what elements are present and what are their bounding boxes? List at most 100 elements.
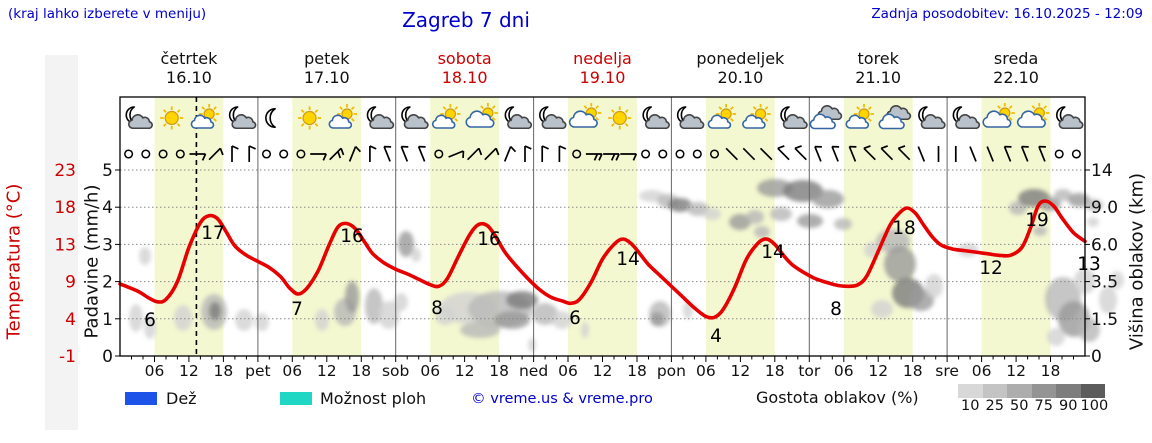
svg-text:06: 06 bbox=[145, 362, 165, 380]
svg-text:12: 12 bbox=[593, 362, 613, 380]
svg-text:sob: sob bbox=[382, 362, 409, 380]
cloud-scale-segment bbox=[1080, 384, 1105, 398]
cloud-density-scale: 10 25 50 75 90 100 bbox=[958, 384, 1109, 414]
svg-text:16: 16 bbox=[477, 229, 501, 250]
weather-icon-sun-cloud bbox=[190, 104, 220, 129]
svg-text:16: 16 bbox=[340, 226, 364, 247]
menu-hint-text: (kraj lahko izberete v meniju) bbox=[8, 6, 207, 22]
svg-text:6.0: 6.0 bbox=[1091, 235, 1118, 255]
weather-icon-clouds bbox=[878, 105, 912, 130]
svg-text:14: 14 bbox=[1091, 161, 1113, 181]
day-name: četrtek bbox=[160, 49, 218, 68]
svg-text:0: 0 bbox=[1091, 347, 1102, 367]
weather-icon-sun-cloud bbox=[845, 104, 874, 129]
svg-text:19: 19 bbox=[1025, 210, 1049, 231]
day-name: ponedeljek bbox=[696, 49, 785, 68]
svg-text:06: 06 bbox=[282, 362, 302, 380]
cloud-scale-value: 100 bbox=[1080, 398, 1109, 414]
svg-text:1.5: 1.5 bbox=[1091, 310, 1118, 330]
svg-text:12: 12 bbox=[179, 362, 199, 380]
cloud-scale-value: 10 bbox=[961, 398, 980, 414]
svg-text:18: 18 bbox=[1041, 362, 1061, 380]
svg-text:8: 8 bbox=[830, 299, 842, 320]
svg-text:4: 4 bbox=[710, 326, 722, 347]
bottom-axis-labels: 06 12 18 pet 06 12 18 sob 06 12 18 ned 06 12 18 pon 06 12… bbox=[145, 362, 1061, 380]
svg-text:18: 18 bbox=[214, 362, 234, 380]
weather-icon-cloud-sun bbox=[982, 103, 1015, 128]
svg-text:12: 12 bbox=[1006, 362, 1026, 380]
credit-link[interactable]: © vreme.us & vreme.pro bbox=[471, 391, 653, 407]
svg-text:1: 1 bbox=[102, 310, 113, 330]
weather-icon-sun bbox=[298, 106, 322, 130]
cloud-height-axis-title: Višina oblakov (km) bbox=[1126, 172, 1148, 351]
svg-text:06: 06 bbox=[834, 362, 854, 380]
weather-icon-cloud-sun bbox=[568, 103, 602, 128]
svg-text:18: 18 bbox=[351, 362, 371, 380]
day-name: sobota bbox=[437, 49, 492, 68]
day-name: nedelja bbox=[573, 49, 632, 68]
svg-text:06: 06 bbox=[696, 362, 716, 380]
weather-icon-cloud-sun bbox=[1016, 103, 1050, 128]
cloud-scale-value: 90 bbox=[1059, 398, 1078, 414]
day-header: ponedeljek 20.10 bbox=[696, 49, 785, 87]
day-header: sreda 22.10 bbox=[993, 49, 1039, 87]
weather-icon-moon-cloud bbox=[401, 106, 429, 130]
svg-text:pet: pet bbox=[245, 362, 270, 380]
weather-icon-moon-cloud bbox=[125, 106, 153, 130]
svg-text:18: 18 bbox=[54, 198, 76, 218]
svg-text:3: 3 bbox=[102, 235, 113, 255]
weather-icon-sun-cloud bbox=[707, 104, 737, 129]
weather-icon-moon-cloud bbox=[1056, 106, 1084, 130]
temp-axis-title: Temperatura (°C) bbox=[3, 183, 25, 340]
weather-icon-sun bbox=[160, 106, 184, 130]
svg-text:06: 06 bbox=[558, 362, 578, 380]
weather-icon-moon-cloud bbox=[228, 106, 257, 130]
day-date: 16.10 bbox=[166, 67, 212, 87]
day-date: 17.10 bbox=[303, 67, 350, 87]
weather-icon-moon-cloud bbox=[952, 106, 981, 130]
weather-icon-sun-cloud bbox=[742, 104, 771, 129]
svg-text:18: 18 bbox=[765, 362, 785, 380]
cloud-cover-layer bbox=[129, 179, 1124, 352]
cloud-scale-segment bbox=[958, 384, 983, 398]
daylight-bands bbox=[154, 97, 1051, 356]
svg-text:0: 0 bbox=[102, 347, 113, 367]
cloud-scale-segment bbox=[1031, 384, 1056, 398]
weather-icon-sun-cloud bbox=[431, 104, 461, 129]
day-name: petek bbox=[304, 49, 350, 68]
temp-tick-labels: 23 18 13 9 4 -1 bbox=[54, 161, 76, 367]
svg-text:6: 6 bbox=[569, 308, 581, 329]
weather-icon-moon-cloud bbox=[676, 106, 705, 130]
svg-text:06: 06 bbox=[420, 362, 440, 380]
svg-text:2: 2 bbox=[102, 273, 113, 293]
svg-text:7: 7 bbox=[291, 299, 303, 320]
svg-text:18: 18 bbox=[903, 362, 923, 380]
day-date: 22.10 bbox=[993, 67, 1039, 87]
rain-legend-label: Dež bbox=[166, 389, 197, 408]
day-date: 18.10 bbox=[441, 67, 488, 87]
precip-tick-labels: 5 4 3 2 1 0 bbox=[102, 161, 113, 367]
svg-text:12: 12 bbox=[868, 362, 888, 380]
svg-text:3.5: 3.5 bbox=[1091, 273, 1118, 293]
svg-text:9.0: 9.0 bbox=[1091, 198, 1118, 218]
svg-text:23: 23 bbox=[54, 161, 76, 181]
cloud-scale-value: 50 bbox=[1010, 398, 1029, 414]
day-header: torek 21.10 bbox=[855, 49, 901, 87]
svg-text:8: 8 bbox=[431, 298, 443, 319]
weather-icon-moon bbox=[265, 108, 276, 128]
left-axis-background-band bbox=[45, 55, 78, 430]
svg-text:18: 18 bbox=[627, 362, 647, 380]
svg-text:13: 13 bbox=[54, 235, 76, 255]
svg-text:17: 17 bbox=[201, 223, 225, 244]
weather-icon-moon-cloud bbox=[539, 106, 567, 130]
cloud-density-label: Gostota oblakov (%) bbox=[756, 388, 919, 407]
svg-text:12: 12 bbox=[731, 362, 751, 380]
svg-text:9: 9 bbox=[65, 273, 76, 293]
svg-text:18: 18 bbox=[892, 218, 916, 239]
weather-icon-moon-cloud bbox=[504, 106, 533, 130]
svg-text:pon: pon bbox=[657, 362, 686, 380]
precip-axis-title: Padavine (mm/h) bbox=[81, 184, 103, 339]
weather-icons-row bbox=[125, 103, 1084, 130]
temperature-labels: 6 17 7 16 8 16 6 14 4 14 8 18 12 19 13 bbox=[144, 210, 1101, 347]
